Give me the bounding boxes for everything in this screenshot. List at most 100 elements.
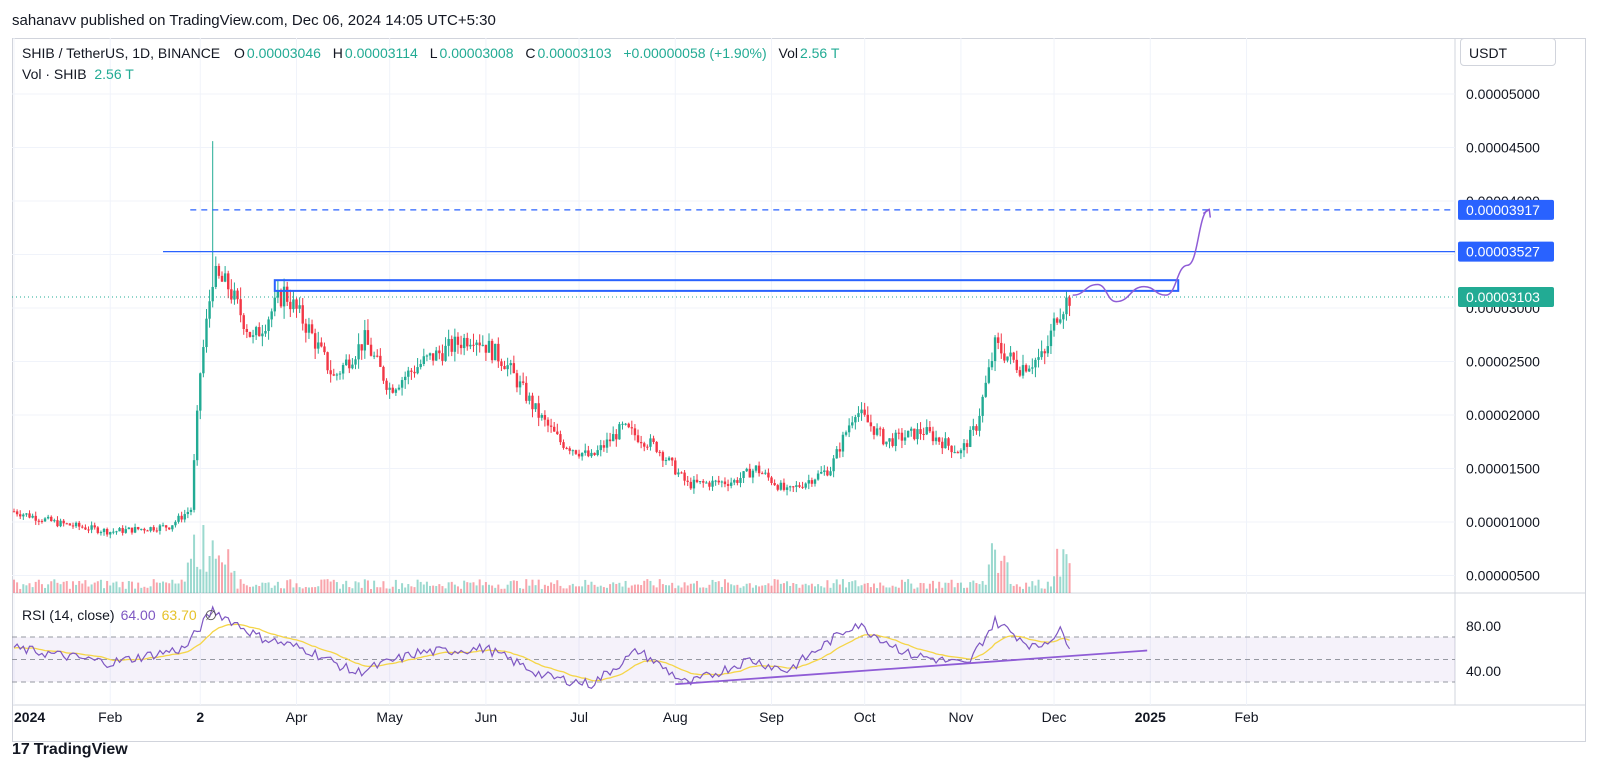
candle-body — [366, 330, 370, 345]
candle-body — [438, 350, 441, 354]
volume-bar — [826, 580, 829, 593]
volume-bar — [320, 579, 323, 593]
candle-body — [531, 395, 534, 410]
candle-body — [22, 514, 25, 517]
volume-bar — [522, 588, 525, 593]
candle-body — [993, 337, 997, 362]
volume-bar — [956, 582, 959, 593]
volume-bar — [795, 584, 798, 593]
volume-bar — [273, 585, 276, 593]
volume-bar — [857, 586, 860, 593]
volume-bar — [981, 581, 984, 593]
hide-icon[interactable]: ∅ — [204, 607, 217, 623]
volume-bar — [357, 582, 360, 593]
price-tag-label: 0.00003103 — [1466, 289, 1540, 305]
volume-bar — [1015, 584, 1018, 593]
volume-bar — [388, 588, 391, 593]
volume-bar — [935, 588, 938, 593]
candle-body — [1018, 370, 1022, 376]
candle-body — [798, 485, 801, 487]
candle-body — [105, 528, 109, 535]
candle-body — [624, 423, 627, 425]
volume-bar — [863, 583, 866, 593]
volume-bar — [103, 588, 106, 593]
volume-bar — [736, 584, 739, 593]
candle-body — [40, 520, 44, 522]
volume-bar — [897, 587, 900, 593]
volume-bar — [217, 555, 220, 593]
volume-bar — [835, 579, 838, 593]
volume-bar — [394, 579, 397, 593]
volume-bar — [205, 571, 208, 593]
candle-body — [310, 324, 314, 334]
volume-bar — [137, 582, 140, 593]
projected-path-line[interactable] — [1072, 208, 1210, 303]
candle-body — [785, 487, 789, 490]
candle-body — [422, 356, 426, 364]
volume-bar — [997, 572, 1000, 593]
volume-bar — [500, 588, 503, 593]
volume-bar — [25, 585, 28, 593]
candle-body — [1028, 368, 1031, 372]
volume-bar — [708, 584, 711, 593]
volume-bar — [292, 587, 295, 593]
volume-bar — [469, 582, 472, 593]
currency-unit-button[interactable]: USDT — [1460, 38, 1556, 66]
candle-body — [158, 525, 162, 531]
candle-body — [664, 460, 668, 462]
candle-body — [1012, 352, 1015, 360]
volume-bar — [590, 581, 593, 593]
candle-body — [459, 344, 463, 349]
volume-bar — [944, 582, 947, 593]
time-tick-label: Feb — [98, 709, 122, 725]
candle-body — [273, 297, 276, 312]
volume-bar — [193, 534, 196, 593]
volume-bar — [441, 586, 444, 593]
volume-bar — [1009, 583, 1012, 593]
candle-body — [497, 343, 500, 362]
volume-bar — [224, 564, 227, 593]
rsi-legend-label[interactable]: RSI (14, close) — [22, 607, 115, 623]
volume-bar — [444, 588, 447, 593]
volume-bar — [466, 582, 469, 593]
volume-bar — [792, 583, 795, 593]
volume-bar — [34, 581, 37, 593]
candle-body — [1009, 352, 1012, 357]
volume-bar — [838, 584, 841, 593]
candle-body — [1052, 318, 1056, 331]
time-tick-label: Jun — [475, 709, 498, 725]
candle-body — [900, 432, 904, 441]
candle-body — [227, 273, 230, 290]
volume-bar — [248, 586, 251, 593]
volume-bar — [134, 588, 137, 593]
volume-bar — [81, 583, 84, 593]
candle-body — [723, 481, 727, 485]
volume-bar — [584, 579, 587, 593]
volume-bar — [90, 584, 93, 593]
candle-body — [96, 527, 100, 533]
candle-body — [220, 275, 224, 282]
volume-bar — [186, 562, 189, 593]
candle-body — [677, 472, 680, 475]
volume-bar — [742, 586, 745, 593]
candle-body — [71, 525, 75, 527]
volume-bar — [649, 580, 652, 593]
volume-bar — [1037, 579, 1040, 593]
candle-body — [385, 380, 388, 390]
volume-bar — [1031, 581, 1034, 593]
candle-body — [928, 427, 932, 432]
candle-body — [84, 527, 87, 530]
candle-body — [1049, 330, 1053, 347]
symbol-title[interactable]: SHIB / TetherUS, 1D, BINANCE — [22, 45, 221, 61]
volume-bar — [1003, 555, 1006, 593]
rsi-legend: RSI (14, close) 64.00 63.70 ∅ — [22, 607, 217, 624]
time-tick-label: Jul — [570, 709, 588, 725]
candle-body — [813, 479, 817, 484]
time-tick-label: 2 — [196, 709, 204, 725]
volume-bar — [801, 584, 804, 593]
rsi-trendline[interactable] — [675, 649, 1148, 686]
volume-bar — [162, 581, 165, 593]
resistance-zone-box[interactable] — [273, 279, 1180, 292]
volume-bar — [456, 586, 459, 593]
